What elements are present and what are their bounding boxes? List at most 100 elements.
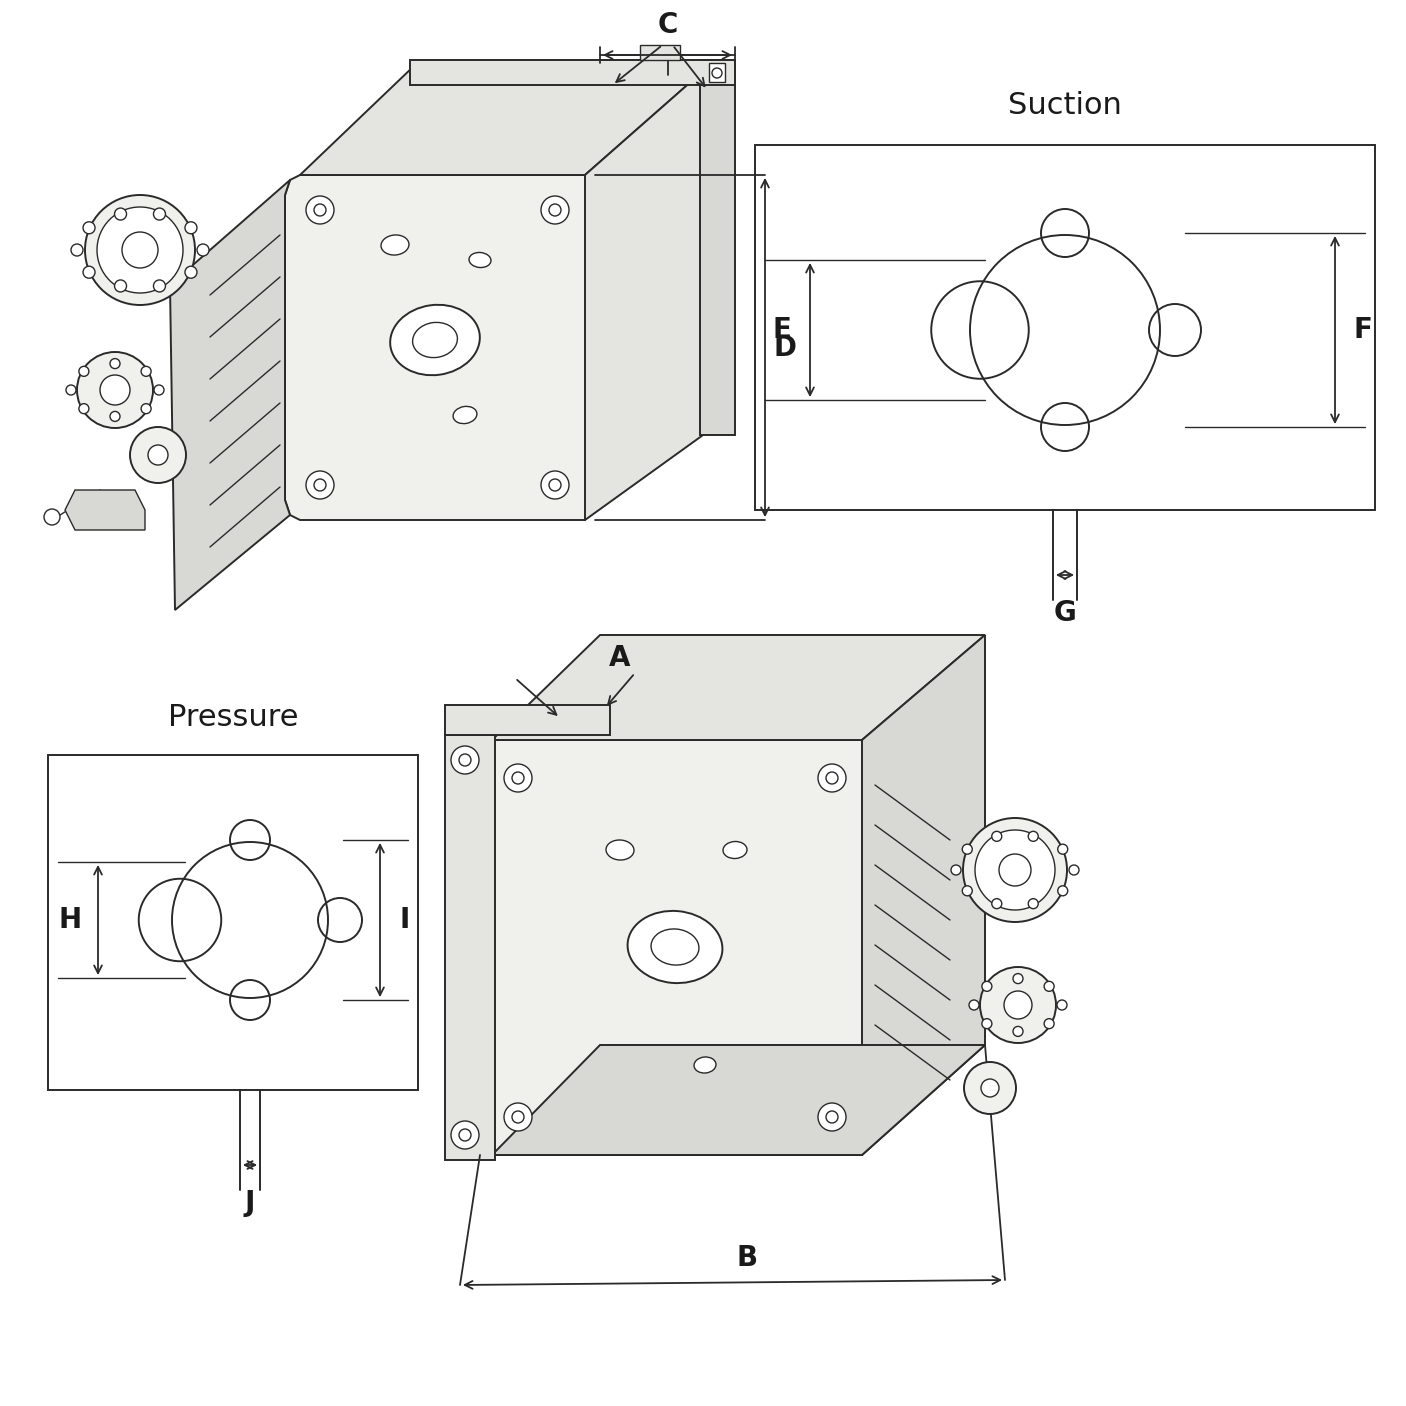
Text: H: H	[59, 905, 82, 934]
Circle shape	[197, 245, 209, 256]
Circle shape	[548, 204, 561, 217]
Polygon shape	[709, 63, 725, 82]
Circle shape	[186, 222, 197, 233]
Ellipse shape	[453, 406, 477, 423]
Text: B: B	[737, 1243, 758, 1271]
Circle shape	[1057, 1000, 1067, 1010]
Circle shape	[965, 1062, 1017, 1114]
Circle shape	[153, 280, 166, 292]
Circle shape	[155, 385, 165, 395]
Text: A: A	[609, 644, 631, 672]
Circle shape	[503, 1102, 531, 1130]
Text: Pressure: Pressure	[167, 703, 298, 733]
Polygon shape	[479, 740, 870, 1154]
Polygon shape	[446, 735, 495, 1160]
Circle shape	[458, 1129, 471, 1142]
Polygon shape	[640, 45, 681, 60]
Polygon shape	[65, 491, 145, 530]
Circle shape	[548, 479, 561, 491]
Circle shape	[512, 1111, 524, 1123]
Polygon shape	[585, 65, 710, 520]
Circle shape	[186, 266, 197, 278]
Circle shape	[541, 471, 569, 499]
Circle shape	[129, 427, 186, 484]
Circle shape	[77, 352, 153, 427]
Circle shape	[83, 266, 96, 278]
Text: C: C	[658, 11, 678, 39]
Circle shape	[114, 280, 127, 292]
Circle shape	[825, 1111, 838, 1123]
Circle shape	[141, 367, 150, 377]
Polygon shape	[700, 60, 735, 434]
Circle shape	[84, 195, 195, 305]
Circle shape	[1045, 981, 1054, 991]
Circle shape	[451, 747, 479, 773]
Circle shape	[950, 865, 960, 875]
Circle shape	[66, 385, 76, 395]
Circle shape	[963, 818, 1067, 922]
Polygon shape	[862, 636, 986, 1154]
Ellipse shape	[391, 305, 479, 375]
Circle shape	[122, 232, 157, 269]
Polygon shape	[285, 174, 591, 520]
Circle shape	[818, 763, 846, 792]
Polygon shape	[299, 65, 710, 174]
Text: E: E	[772, 316, 792, 344]
Circle shape	[79, 404, 89, 413]
Circle shape	[962, 886, 973, 896]
Text: Suction: Suction	[1008, 90, 1122, 120]
Circle shape	[962, 844, 973, 855]
Circle shape	[314, 479, 326, 491]
Circle shape	[100, 375, 129, 405]
Circle shape	[818, 1102, 846, 1130]
Polygon shape	[492, 636, 986, 740]
Circle shape	[110, 359, 120, 368]
Circle shape	[1004, 991, 1032, 1019]
Circle shape	[991, 831, 1001, 841]
Circle shape	[79, 367, 89, 377]
Polygon shape	[446, 704, 610, 735]
Ellipse shape	[723, 841, 747, 859]
Ellipse shape	[381, 235, 409, 254]
Circle shape	[307, 471, 335, 499]
Circle shape	[825, 772, 838, 785]
Circle shape	[1045, 1019, 1054, 1029]
Circle shape	[1057, 886, 1067, 896]
Circle shape	[981, 981, 991, 991]
Circle shape	[969, 1000, 979, 1010]
Circle shape	[503, 763, 531, 792]
Circle shape	[1069, 865, 1078, 875]
Circle shape	[141, 404, 150, 413]
Circle shape	[83, 222, 96, 233]
Circle shape	[70, 245, 83, 256]
Polygon shape	[170, 180, 290, 610]
Circle shape	[980, 967, 1056, 1043]
Circle shape	[512, 772, 524, 785]
Circle shape	[153, 208, 166, 221]
Text: J: J	[245, 1189, 254, 1218]
Circle shape	[981, 1019, 991, 1029]
Ellipse shape	[606, 839, 634, 860]
Circle shape	[1012, 1026, 1024, 1036]
Circle shape	[1028, 898, 1038, 908]
Text: I: I	[399, 905, 411, 934]
Text: D: D	[773, 333, 797, 361]
Text: G: G	[1053, 599, 1077, 627]
Circle shape	[307, 195, 335, 224]
Circle shape	[451, 1121, 479, 1149]
Polygon shape	[411, 60, 735, 84]
Circle shape	[148, 446, 167, 465]
Circle shape	[541, 195, 569, 224]
Circle shape	[1028, 831, 1038, 841]
Circle shape	[97, 207, 183, 292]
Circle shape	[110, 412, 120, 422]
Circle shape	[711, 67, 723, 77]
Circle shape	[114, 208, 127, 221]
Circle shape	[314, 204, 326, 217]
Ellipse shape	[627, 911, 723, 983]
Circle shape	[44, 509, 60, 524]
Text: F: F	[1354, 316, 1372, 344]
Ellipse shape	[470, 253, 491, 267]
Circle shape	[1057, 844, 1067, 855]
Circle shape	[981, 1078, 1000, 1097]
